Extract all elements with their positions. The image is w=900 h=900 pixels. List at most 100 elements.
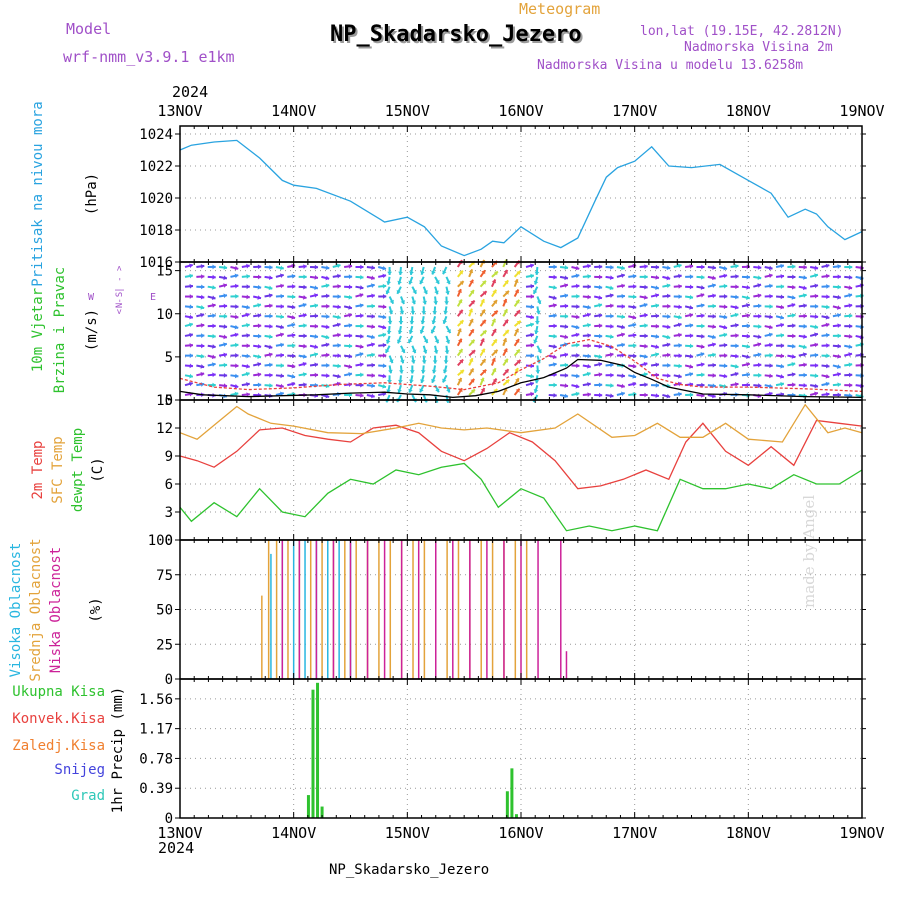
wind-arrowhead (644, 382, 648, 388)
bar-total_precip (320, 806, 324, 818)
wind-arrowhead (371, 275, 375, 281)
wind-arrowhead (470, 300, 475, 305)
wind-arrowhead (446, 280, 451, 285)
wind-unit: (m/s) (84, 309, 100, 351)
wind-arrowhead (746, 284, 750, 290)
wind-arrowhead (371, 303, 375, 309)
wind-arrowhead (431, 320, 437, 324)
wind-arrowhead (314, 382, 319, 388)
wind-arrowhead (780, 381, 784, 387)
wind-arrowhead (201, 343, 205, 349)
wind-arrowhead (598, 333, 603, 339)
wind-arrowhead (291, 353, 296, 359)
wind-arrowhead (212, 333, 216, 339)
wind-arrowhead (610, 383, 614, 388)
y-tick-label: 75 (156, 568, 173, 584)
wind-arrowhead (504, 280, 509, 285)
wind-arrowhead (803, 362, 807, 368)
wind-arrowhead (814, 265, 819, 271)
wind-arrowhead (678, 343, 682, 348)
wind-arrowhead (609, 275, 614, 280)
wind-arrowhead (412, 289, 417, 294)
wind-arrowhead (643, 302, 648, 308)
wind-arrowhead (457, 289, 462, 294)
wind-arrowhead (536, 300, 542, 304)
wind-arrowhead (530, 373, 534, 379)
wind-arrowhead (746, 295, 750, 300)
precip-legend-1: Konvek.Kisa (12, 711, 105, 727)
wind-arrowhead (337, 353, 341, 359)
wind-arrowhead (621, 293, 625, 299)
wind-arrowhead (470, 378, 475, 383)
wind-arrowhead (234, 265, 239, 271)
wind-arrowhead (268, 352, 273, 358)
wind-arrowhead (200, 364, 205, 369)
wind-arrowhead (302, 302, 307, 308)
wind-arrowhead (530, 363, 534, 369)
wind-arrowhead (769, 283, 773, 289)
wind-arrowhead (470, 389, 475, 394)
wind-arrowhead (189, 381, 193, 387)
wind-arrowhead (734, 304, 739, 310)
wind-arrowhead (837, 264, 841, 269)
wind-arrowhead (360, 274, 364, 280)
wind-arrowhead (712, 362, 716, 368)
wind-arrowhead (769, 304, 773, 309)
wind-arrowhead (257, 343, 262, 349)
wind-arrowhead (280, 293, 284, 299)
wind-arrowhead (598, 313, 603, 318)
wind-arrowhead (432, 311, 438, 315)
wind-arrowhead (814, 332, 818, 337)
wind-arrowhead (371, 314, 375, 319)
wind-arrowhead (280, 342, 284, 348)
wind-arrowhead (303, 323, 307, 329)
wind-arrowhead (469, 318, 474, 323)
wind-arrowhead (337, 283, 341, 289)
wind-arrowhead (712, 383, 716, 389)
wind-arrowhead (826, 353, 830, 359)
wind-arrowhead (303, 333, 307, 339)
wind-arrowhead (382, 314, 387, 320)
wind-arrowhead (610, 324, 614, 329)
wind-arrowhead (814, 352, 819, 358)
y-tick-label: 1022 (139, 159, 173, 175)
wind-arrowhead (621, 304, 625, 309)
wind-arrowhead (493, 349, 498, 354)
wind-arrowhead (223, 324, 228, 329)
wind-arrowhead (515, 299, 520, 304)
wind-arrowhead (678, 363, 682, 369)
wind-arrowhead (666, 275, 671, 281)
wind-arrowhead (400, 300, 405, 304)
wind-arrowhead (371, 293, 375, 299)
wind-arrowhead (280, 314, 284, 320)
wind-arrowhead (723, 353, 728, 358)
wind-arrowhead (598, 323, 603, 329)
wind-arrowhead (712, 342, 716, 348)
wind-arrowhead (723, 304, 728, 310)
wind-arrowhead (201, 284, 205, 290)
wind-arrowhead (492, 378, 497, 383)
wind-arrowhead (836, 305, 841, 310)
wind-arrowhead (803, 334, 807, 339)
wind-arrowhead (803, 313, 807, 319)
wind-arrowhead (269, 383, 273, 388)
wind-arrowhead (325, 275, 330, 281)
wind-arrowhead (746, 323, 750, 329)
wind-arrowhead (387, 380, 392, 384)
wind-arrowhead (587, 322, 591, 328)
wind-arrowhead (701, 313, 705, 319)
wind-arrowhead (655, 362, 659, 368)
wind-arrowhead (291, 294, 296, 300)
wind-arrowhead (420, 271, 425, 275)
wind-arrowhead (269, 303, 273, 309)
wind-arrowhead (314, 293, 318, 298)
wind-arrowhead (769, 314, 773, 320)
wind-arrowhead (336, 263, 341, 269)
wind-arrowhead (314, 323, 319, 329)
wind-arrowhead (643, 354, 648, 359)
wind-arrowhead (598, 274, 603, 280)
wind-arrowhead (481, 270, 486, 275)
wind-arrowhead (325, 283, 330, 289)
wind-arrowhead (735, 294, 739, 300)
wind-arrowhead (553, 344, 557, 349)
